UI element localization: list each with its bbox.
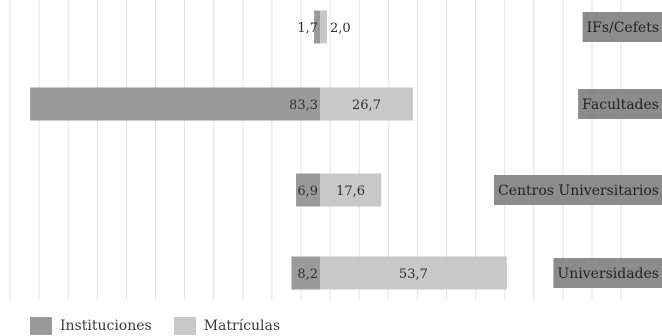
category-label-universidades: Universidades bbox=[557, 266, 659, 282]
data-label-instituciones-facultades: 83,3 bbox=[289, 98, 318, 113]
category-label-facultades: Facultades bbox=[582, 97, 659, 113]
bar-instituciones-centros-universitarios bbox=[296, 173, 320, 207]
bar-instituciones-facultades bbox=[30, 87, 320, 121]
bar-matriculas-facultades bbox=[320, 87, 413, 121]
gridlines bbox=[9, 0, 622, 300]
category-box-universidades bbox=[553, 258, 662, 288]
legend-swatch-instituciones bbox=[30, 317, 52, 335]
legend-swatch-matriculas bbox=[173, 317, 196, 335]
legend-item-matriculas: Matrículas bbox=[173, 317, 281, 335]
legend-label-instituciones: Instituciones bbox=[60, 318, 152, 334]
data-label-matriculas-universidades: 53,7 bbox=[399, 267, 428, 282]
bar-instituciones-universidades bbox=[291, 256, 320, 290]
bar-matriculas-universidades bbox=[320, 256, 507, 290]
data-label-matriculas-centros-universitarios: 17,6 bbox=[336, 184, 365, 199]
legend-label-matriculas: Matrículas bbox=[203, 318, 281, 334]
legend-item-instituciones: Instituciones bbox=[30, 317, 152, 335]
category-box-facultades bbox=[578, 89, 662, 119]
data-label-instituciones-universidades: 8,2 bbox=[297, 267, 318, 282]
category-box-ifs-cefets bbox=[582, 12, 662, 42]
bar-matriculas-centros-universitarios bbox=[320, 173, 382, 207]
bar-matriculas-ifs-cefets bbox=[320, 10, 327, 44]
legend: Instituciones Matrículas bbox=[30, 316, 302, 336]
data-label-instituciones-centros-universitarios: 6,9 bbox=[297, 184, 318, 199]
bar-instituciones-ifs-cefets bbox=[314, 10, 320, 44]
category-label-ifs-cefets: IFs/Cefets bbox=[587, 20, 659, 36]
data-label-instituciones-ifs-cefets: 1,7 bbox=[297, 21, 318, 36]
data-label-matriculas-ifs-cefets: 2,0 bbox=[330, 21, 351, 36]
category-box-centros-universitarios bbox=[494, 175, 662, 205]
category-label-centros-universitarios: Centros Universitarios bbox=[498, 183, 659, 199]
data-label-matriculas-facultades: 26,7 bbox=[352, 98, 381, 113]
